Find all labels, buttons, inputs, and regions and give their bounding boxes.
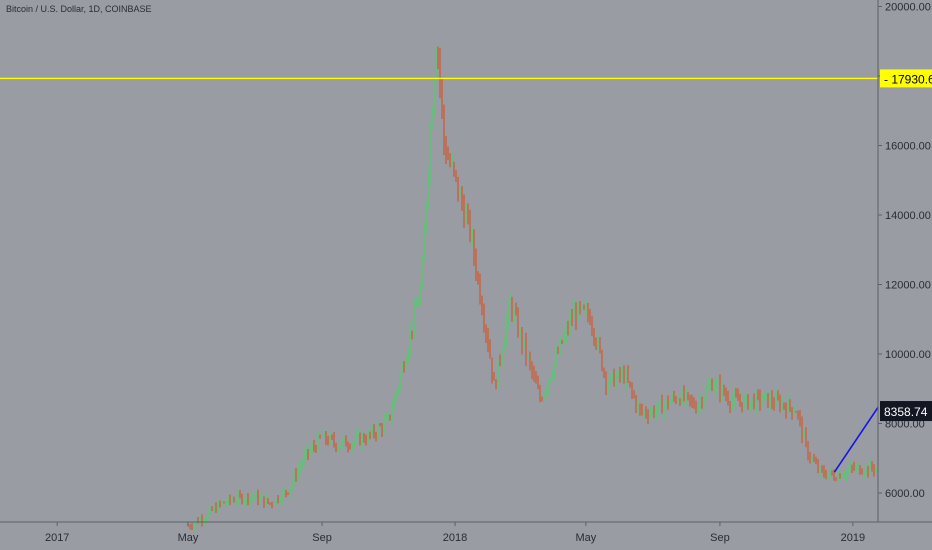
price-labels: - 17930.6 8358.74 bbox=[880, 69, 932, 422]
y-tick-label: 14000.00 bbox=[885, 210, 931, 222]
x-tick-label: Sep bbox=[710, 532, 730, 544]
price-axis[interactable] bbox=[878, 0, 932, 550]
hline-price-label-box bbox=[880, 69, 932, 88]
x-tick-label: 2018 bbox=[443, 532, 467, 544]
y-tick-label: 16000.00 bbox=[885, 141, 931, 153]
current-price-label-box bbox=[880, 401, 932, 422]
y-tick-label: 20000.00 bbox=[885, 2, 931, 14]
hline-price-label: - 17930.6 bbox=[884, 72, 932, 86]
y-tick-label: 12000.00 bbox=[885, 280, 931, 292]
time-axis-ticks: Sep2017MaySep2018MaySep2019MaySep2020May… bbox=[45, 522, 865, 544]
x-tick-label: Sep bbox=[312, 532, 332, 544]
x-tick-label: 2017 bbox=[45, 532, 69, 544]
y-tick-label: 8000.00 bbox=[885, 419, 925, 431]
x-tick-label: 2019 bbox=[841, 532, 865, 544]
x-tick-label: May bbox=[178, 532, 199, 544]
x-tick-label: May bbox=[575, 532, 596, 544]
chart-title: Bitcoin / U.S. Dollar, 1D, COINBASE bbox=[6, 4, 152, 14]
y-tick-label: 10000.00 bbox=[885, 349, 931, 361]
current-price-label: 8358.74 bbox=[884, 405, 928, 419]
price-series bbox=[187, 46, 932, 531]
y-tick-label: 6000.00 bbox=[885, 488, 925, 500]
